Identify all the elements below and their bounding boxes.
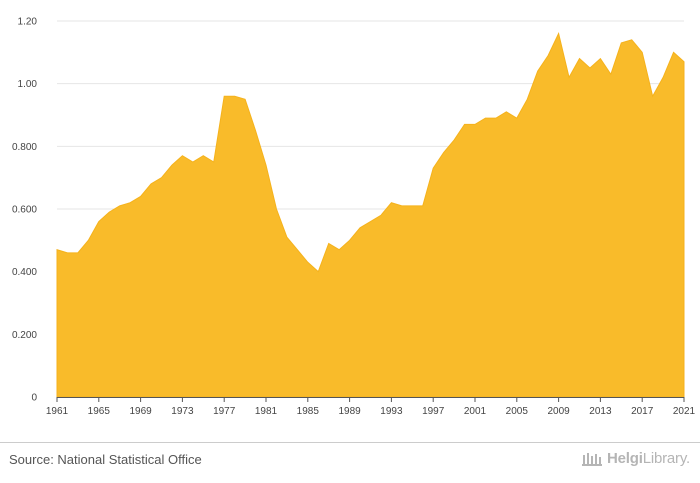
area-layer <box>56 32 685 398</box>
y-tick-label: 0.200 <box>12 330 37 341</box>
x-tick-label: 2005 <box>506 406 529 417</box>
x-tick-labels: 1961 1965 1969 1973 1977 1981 1985 1989 1993 1997… <box>46 406 696 417</box>
x-tick-label: 1961 <box>46 406 69 417</box>
y-tick-label: 0 <box>31 393 37 404</box>
x-tick-label: 1965 <box>88 406 111 417</box>
x-tick-label: 2009 <box>547 406 570 417</box>
x-tick-label: 1981 <box>255 406 278 417</box>
x-tick-label: 1997 <box>422 406 445 417</box>
axis-layer <box>56 397 685 402</box>
y-tick-labels: 0 0.200 0.400 0.600 0.800 1.00 1.20 <box>12 17 37 404</box>
brand-tld: . <box>686 450 690 467</box>
x-tick-label: 1969 <box>129 406 152 417</box>
x-tick-label: 2001 <box>464 406 487 417</box>
x-tick-label: 1985 <box>297 406 320 417</box>
y-tick-label: 1.00 <box>18 79 38 90</box>
y-tick-label: 0.400 <box>12 267 37 278</box>
x-tick-label: 1973 <box>171 406 194 417</box>
brand-suffix: Library <box>642 450 687 467</box>
area-series <box>56 32 685 398</box>
brand-name: Helgi <box>607 450 643 467</box>
y-tick-label: 0.800 <box>12 142 37 153</box>
x-tick-label: 1989 <box>338 406 361 417</box>
chart-footer: Source: National Statistical Office Helg… <box>0 442 700 483</box>
x-tick-label: 2017 <box>631 406 654 417</box>
y-tick-label: 1.20 <box>18 17 38 28</box>
x-tick-label: 1977 <box>213 406 236 417</box>
x-tick-label: 2013 <box>589 406 612 417</box>
library-icon <box>582 452 602 466</box>
source-note: Source: National Statistical Office <box>9 452 202 467</box>
y-tick-label: 0.600 <box>12 205 37 216</box>
x-tick-label: 2021 <box>673 406 696 417</box>
x-tick-label: 1993 <box>380 406 403 417</box>
brand-logo[interactable]: HelgiLibrary. <box>581 450 690 467</box>
